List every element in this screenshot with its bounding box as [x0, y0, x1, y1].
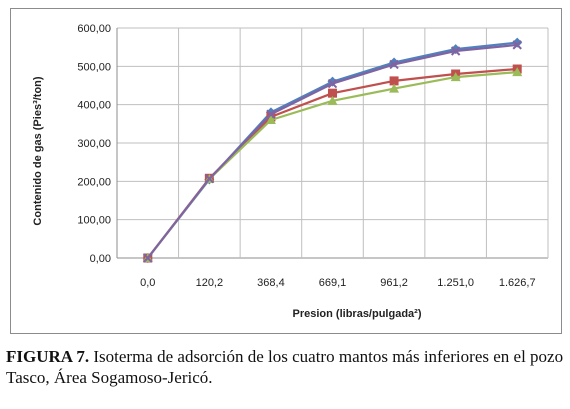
series-3	[142, 67, 523, 262]
series-4	[143, 40, 522, 263]
x-tick-label: 368,4	[257, 277, 285, 289]
data-point	[327, 95, 338, 105]
data-point	[512, 40, 522, 50]
y-tick-label: 0,00	[90, 253, 111, 265]
data-point	[327, 78, 338, 89]
series-2	[143, 64, 522, 263]
y-tick-label: 500,00	[77, 61, 111, 73]
x-tick-label: 961,2	[380, 277, 408, 289]
x-tick-labels: 0,0 120,2 368,4 669,1 961,2 1.251,0 1.626,7	[140, 277, 535, 289]
y-tick-label: 400,00	[77, 100, 111, 112]
x-axis-title: Presion (libras/pulgada²)	[293, 308, 422, 320]
y-tick-label: 200,00	[77, 176, 111, 188]
data-point	[450, 46, 461, 56]
x-tick-label: 1.251,0	[437, 277, 474, 289]
data-point	[265, 115, 276, 124]
chart-frame: 0,00 100,00 200,00 300,00 400,00 500,00 600,00…	[10, 8, 562, 334]
y-tick-labels: 0,00 100,00 200,00 300,00 400,00 500,00 600,00	[77, 23, 111, 265]
data-point	[143, 253, 153, 263]
grid	[116, 27, 549, 259]
y-tick-label: 100,00	[77, 215, 111, 227]
chart-svg: 0,00 100,00 200,00 300,00 400,00 500,00 600,00…	[32, 23, 549, 320]
data-point	[512, 67, 523, 77]
data-point	[204, 173, 215, 184]
figure-caption: FIGURA 7. Isoterma de adsorción de los c…	[6, 346, 566, 388]
data-point	[389, 59, 399, 70]
caption-text: Isoterma de adsorción de los cuatro mant…	[6, 347, 564, 387]
series-1	[142, 37, 523, 263]
caption-label: FIGURA 7.	[6, 347, 90, 366]
series-line	[146, 41, 518, 259]
y-tick-label: 600,00	[77, 23, 111, 35]
y-axis-title: Contenido de gas (Pies³/ton)	[32, 76, 44, 225]
data-point	[389, 76, 399, 86]
x-tick-label: 1.626,7	[499, 277, 536, 289]
data-point	[389, 83, 400, 93]
x-tick-label: 120,2	[196, 277, 224, 289]
series-group	[142, 37, 523, 263]
x-tick-label: 669,1	[319, 277, 347, 289]
data-point	[266, 109, 276, 119]
data-point	[450, 72, 461, 82]
y-tick-label: 300,00	[77, 138, 111, 150]
x-tick-label: 0,0	[140, 277, 155, 289]
data-point	[328, 88, 337, 98]
